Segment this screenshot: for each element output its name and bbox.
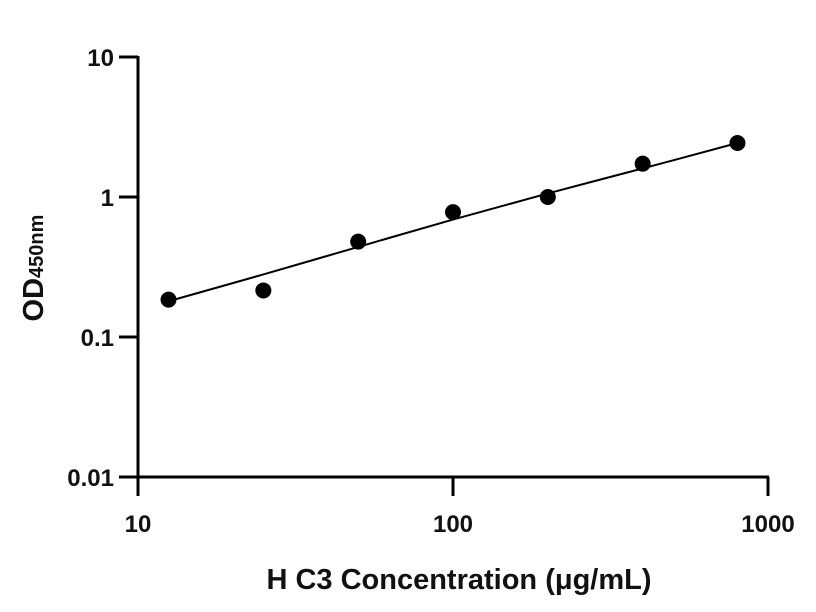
x-tick-label: 1000 [741, 511, 794, 538]
y-tick-label: 1 [101, 185, 114, 212]
data-point [255, 282, 272, 299]
fit-curve-layer [168, 142, 738, 303]
x-tick-label: 100 [433, 511, 473, 538]
y-axis-title: OD450nm [18, 215, 50, 322]
labels-layer: 0.01 0.1 1 10 10 100 1000 H C3 Concentration (μ… [18, 45, 795, 596]
y-tick-label: 0.1 [81, 325, 114, 352]
y-axis-title-subscript: 450nm [26, 215, 48, 278]
data-point [634, 155, 651, 172]
fit-curve [168, 142, 738, 303]
axes [119, 55, 770, 496]
data-point [539, 189, 556, 205]
data-point [350, 233, 367, 250]
x-axis-title: H C3 Concentration (μg/mL) [266, 564, 651, 596]
data-point [445, 204, 461, 221]
x-tick-label: 10 [125, 511, 152, 538]
y-tick-label: 0.01 [67, 465, 114, 492]
data-points-layer [160, 135, 746, 308]
data-point [160, 291, 177, 308]
data-point [729, 135, 746, 152]
y-tick-label: 10 [87, 45, 114, 72]
y-axis-title-main: OD [18, 278, 50, 322]
